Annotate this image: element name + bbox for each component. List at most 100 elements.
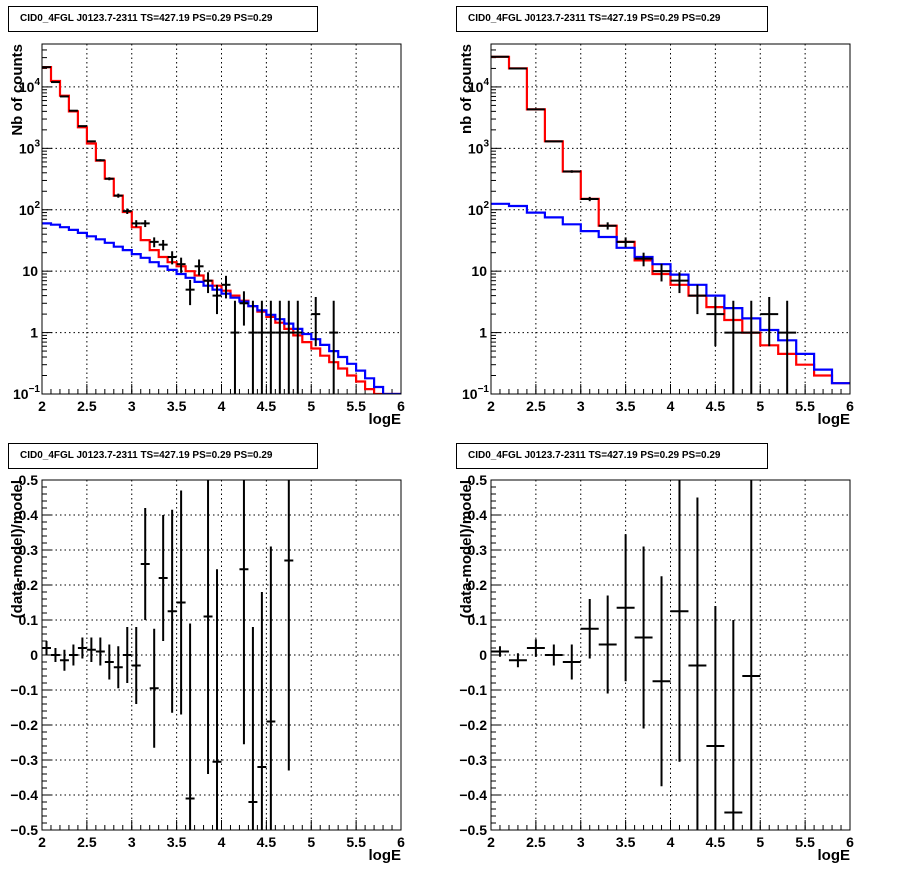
y-tick-label: 102 <box>468 200 490 218</box>
chart-panel-2: 2 2.5 3 3.5 4 4.5 5 5.5 6 −0.5 −0.4 −0.3 −0.2 −0.1 0 0.… <box>9 472 405 864</box>
data-point <box>86 140 96 143</box>
data-point <box>68 644 78 666</box>
data-point <box>724 300 743 394</box>
data-point <box>203 480 213 774</box>
x-tick-label: 4 <box>218 834 226 850</box>
x-tick-label: 4.5 <box>706 834 726 850</box>
y-tick-label: 0.5 <box>468 472 488 488</box>
data-point <box>77 637 87 659</box>
x-tick-label: 4 <box>667 398 675 414</box>
y-tick-label: 0.3 <box>468 542 488 558</box>
x-tick-label: 3 <box>577 834 585 850</box>
x-tick-label: 5.5 <box>346 834 366 850</box>
chart-title-bottom-right: CID0_4FGL J0123.7-2311 TS=427.19 PS=0.29… <box>456 443 768 469</box>
data-point <box>311 296 321 347</box>
y-axis-label: nb of counts <box>458 44 475 134</box>
data-point <box>778 300 797 394</box>
x-axis-label: logE <box>818 411 851 428</box>
y-tick-label: 0.5 <box>19 472 39 488</box>
y-axis-label: Nb of counts <box>9 44 26 136</box>
data-point <box>706 606 725 830</box>
x-tick-label: 5 <box>756 398 764 414</box>
x-tick-label: 6 <box>397 834 405 850</box>
x-tick-label: 3.5 <box>167 398 187 414</box>
data-point <box>95 637 105 666</box>
chart-panel-1: 2 2.5 3 3.5 4 4.5 5 5.5 6 10−1 1 10 102 103 104 logE nb … <box>458 43 854 428</box>
data-point <box>742 480 761 830</box>
x-tick-label: 3.5 <box>616 834 636 850</box>
data-point <box>140 508 150 620</box>
y-tick-label: 104 <box>19 77 41 95</box>
data-point <box>122 208 132 214</box>
data-point <box>194 259 204 276</box>
x-tick-label: 3.5 <box>616 398 636 414</box>
x-tick-label: 5.5 <box>795 834 815 850</box>
y-tick-label: −0.4 <box>10 787 38 803</box>
chart-title-top-right: CID0_4FGL J0123.7-2311 TS=427.19 PS=0.29… <box>456 6 768 32</box>
y-tick-label: 10 <box>471 263 487 279</box>
y-tick-label: −0.3 <box>459 752 487 768</box>
data-point <box>275 300 285 394</box>
x-tick-label: 6 <box>846 398 854 414</box>
y-tick-label: 10−1 <box>13 384 40 402</box>
plot-frame <box>490 43 851 395</box>
data-point <box>68 109 78 112</box>
data-point <box>544 644 563 666</box>
data-point <box>212 284 222 315</box>
data-point <box>526 108 545 111</box>
x-tick-label: 4.5 <box>257 834 277 850</box>
plot-frame <box>41 43 402 395</box>
data-point <box>158 239 168 251</box>
x-axis-label: logE <box>369 411 402 428</box>
x-tick-label: 3 <box>128 834 136 850</box>
data-point <box>284 300 294 394</box>
data-point <box>616 534 635 682</box>
data-point <box>248 300 258 394</box>
data-point <box>257 300 267 394</box>
data-point <box>580 196 599 202</box>
data-point <box>203 272 213 294</box>
y-tick-label: −0.2 <box>459 717 487 733</box>
data-point <box>95 159 105 162</box>
data-point <box>634 252 653 267</box>
y-tick-label: 103 <box>19 138 41 156</box>
data-point <box>113 193 123 198</box>
y-tick-label: 1 <box>479 325 487 341</box>
y-tick-label: −0.3 <box>10 752 38 768</box>
data-point <box>113 646 123 689</box>
x-tick-label: 4 <box>218 398 226 414</box>
x-tick-label: 2.5 <box>526 834 546 850</box>
data-point <box>59 95 69 98</box>
plot-area <box>42 480 294 830</box>
y-tick-label: −0.1 <box>10 682 38 698</box>
y-tick-label: −0.2 <box>10 717 38 733</box>
plot-area <box>42 66 401 394</box>
data-point <box>50 648 60 662</box>
y-tick-label: 0.2 <box>468 577 488 593</box>
data-point <box>59 649 69 671</box>
x-tick-label: 5 <box>307 398 315 414</box>
data-point <box>42 641 51 655</box>
data-point <box>104 644 114 680</box>
x-tick-label: 4 <box>667 834 675 850</box>
data-point <box>329 300 339 394</box>
x-tick-label: 6 <box>397 398 405 414</box>
data-point <box>598 222 617 230</box>
x-tick-label: 4.5 <box>257 398 277 414</box>
y-axis-label: (data-model)/model <box>9 480 26 618</box>
data-point <box>688 284 707 315</box>
data-point <box>293 300 303 394</box>
chart-title-bottom-left: CID0_4FGL J0123.7-2311 TS=427.19 PS=0.29… <box>8 443 318 469</box>
data-point <box>742 300 761 394</box>
x-tick-label: 2.5 <box>526 398 546 414</box>
data-point <box>652 576 671 787</box>
x-tick-label: 4.5 <box>706 398 726 414</box>
x-tick-label: 3 <box>577 398 585 414</box>
series-step-line <box>42 222 401 394</box>
data-point <box>616 237 635 248</box>
y-axis-label: (data-model)/model <box>458 480 475 618</box>
x-tick-label: 2 <box>38 834 46 850</box>
plot-area <box>491 480 761 830</box>
x-tick-label: 2 <box>487 398 495 414</box>
